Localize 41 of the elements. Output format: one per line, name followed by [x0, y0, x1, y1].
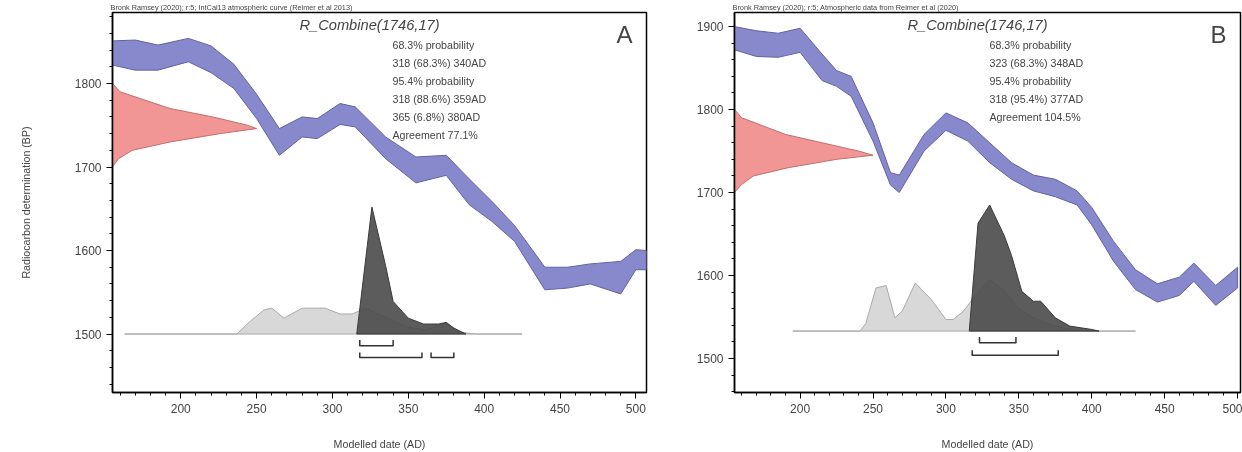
x-tick-label: 250: [246, 401, 267, 416]
annotation: Agreement 104.5%: [989, 110, 1082, 123]
y-tick-label: 1800: [74, 76, 102, 91]
x-tick-label: 400: [474, 401, 495, 416]
y-tick-label: 1800: [696, 103, 724, 118]
annotation: R_Combine(1746,17): [907, 16, 1048, 33]
x-tick-label: 350: [1008, 401, 1030, 416]
y-tick-label: 1600: [696, 269, 724, 284]
x-tick-label: 350: [398, 401, 419, 416]
annotation: 318 (68.3%) 340AD: [392, 56, 487, 69]
y-tick-label: 1500: [696, 351, 724, 366]
annotation: Agreement 77.1%: [392, 128, 479, 141]
annotation: 95.4% probability: [989, 74, 1072, 87]
x-tick-label: 500: [625, 401, 647, 416]
y-tick-label: 1600: [74, 244, 102, 259]
y-tick-label: 1700: [74, 160, 102, 175]
annotation: 318 (95.4%) 377AD: [989, 92, 1084, 105]
x-axis-title: Modelled date (AD): [333, 437, 426, 450]
x-tick-label: 200: [790, 401, 811, 416]
annotation: A: [616, 20, 633, 48]
annotation: 365 (6.8%) 380AD: [392, 110, 481, 123]
x-tick-label: 450: [1154, 401, 1176, 416]
annotation: 68.3% probability: [989, 38, 1072, 51]
annotation: B: [1210, 20, 1227, 48]
y-tick-label: 1900: [696, 20, 724, 35]
annotation: 68.3% probability: [392, 38, 475, 51]
x-tick-label: 400: [1081, 401, 1103, 416]
x-tick-label: 450: [550, 401, 571, 416]
annotation: 95.4% probability: [392, 74, 475, 87]
y-tick-label: 1500: [74, 327, 102, 342]
annotation: R_Combine(1746,17): [299, 16, 440, 33]
x-tick-label: 250: [863, 401, 884, 416]
y-tick-label: 1700: [696, 186, 724, 201]
x-tick-label: 200: [170, 401, 192, 416]
x-tick-label: 500: [1222, 401, 1242, 416]
y-axis-title: Radiocarbon determination (BP): [19, 126, 32, 279]
x-tick-label: 300: [935, 401, 957, 416]
x-axis-title: Modelled date (AD): [941, 437, 1034, 450]
x-tick-label: 300: [322, 401, 343, 416]
annotation: 323 (68.3%) 348AD: [989, 56, 1084, 69]
annotation: 318 (88.6%) 359AD: [392, 92, 487, 105]
